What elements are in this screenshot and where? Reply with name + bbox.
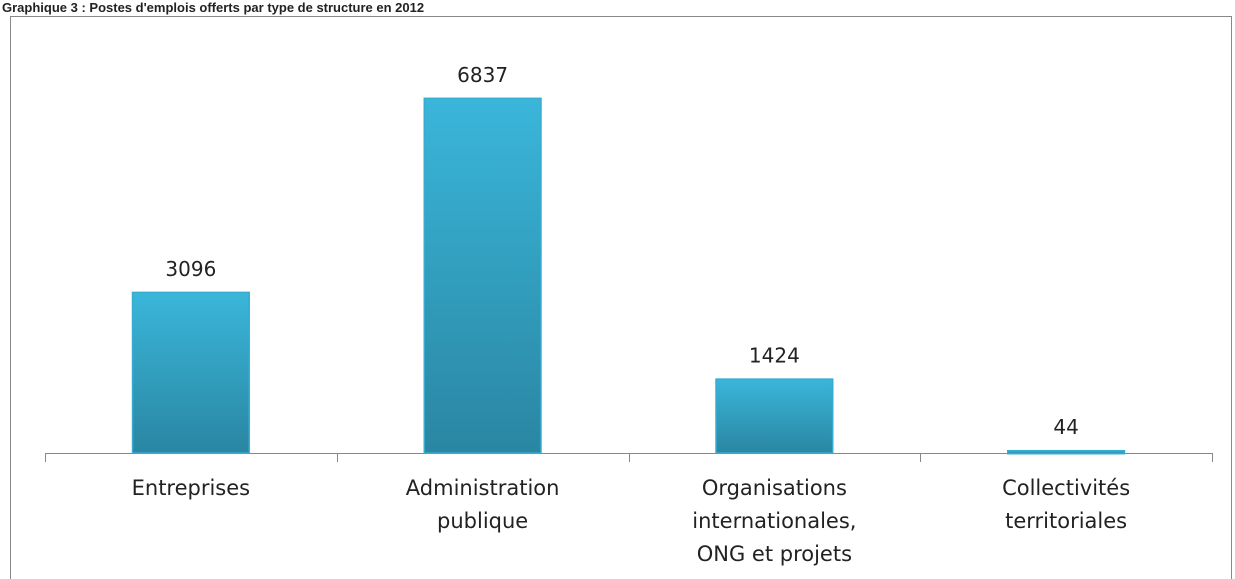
x-tick-label: Collectivités territoriales — [1002, 476, 1130, 533]
bar — [423, 97, 542, 454]
bar — [1007, 449, 1126, 455]
bar — [131, 291, 250, 454]
value-label: 3096 — [165, 257, 216, 281]
chart-title: Graphique 3 : Postes d'emplois offerts p… — [2, 0, 424, 15]
value-label: 1424 — [749, 344, 800, 368]
x-tick-label: Organisations internationales, ONG et proj… — [692, 476, 856, 566]
value-label: 44 — [1053, 415, 1078, 439]
x-tick-label: Entreprises — [132, 476, 251, 500]
x-tick-label: Administration publique — [406, 476, 560, 533]
chart-frame — [10, 16, 1232, 579]
bar — [715, 378, 834, 454]
value-label: 6837 — [457, 63, 508, 87]
